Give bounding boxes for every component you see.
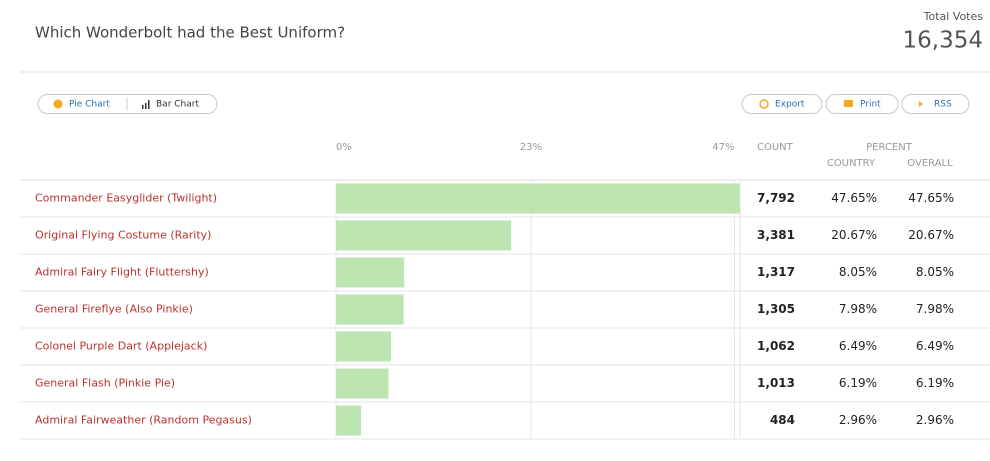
export-button-frame[interactable] <box>741 94 823 114</box>
print-button-frame[interactable] <box>825 94 899 114</box>
overall-header: OVERALL <box>907 158 953 169</box>
bar <box>336 331 392 362</box>
option-label: General Flash (Pinkie Pie) <box>35 377 175 390</box>
overall-percent: 2.96% <box>916 413 954 427</box>
rss-icon <box>919 101 923 107</box>
country-percent: 6.19% <box>839 376 877 390</box>
export-icon <box>759 99 769 109</box>
vote-count: 1,062 <box>757 339 795 353</box>
option-label: Commander Easyglider (Twilight) <box>35 192 217 205</box>
print-icon <box>844 100 853 107</box>
bar <box>336 220 512 251</box>
export-button[interactable]: Export <box>775 100 805 110</box>
country-percent: 7.98% <box>839 302 877 316</box>
rss-button[interactable]: RSS <box>934 100 952 110</box>
country-percent: 6.49% <box>839 339 877 353</box>
x-tick-label: 23% <box>520 142 542 153</box>
vote-count: 1,317 <box>757 265 795 279</box>
option-label: General Fireflye (Also Pinkie) <box>35 303 193 316</box>
option-label: Admiral Fairweather (Random Pegasus) <box>35 414 252 427</box>
percent-header: PERCENT <box>866 142 913 153</box>
option-label: Colonel Purple Dart (Applejack) <box>35 340 207 353</box>
bar-chart-button[interactable]: Bar Chart <box>156 100 199 110</box>
x-tick-label: 47% <box>712 142 734 153</box>
rss-button-frame[interactable] <box>901 94 970 114</box>
vote-count: 7,792 <box>757 191 795 205</box>
country-header: COUNTRY <box>827 158 876 169</box>
country-percent: 2.96% <box>839 413 877 427</box>
bar <box>336 183 740 214</box>
vote-count: 1,013 <box>757 376 795 390</box>
count-header: COUNT <box>757 142 794 153</box>
country-percent: 8.05% <box>839 265 877 279</box>
overall-percent: 47.65% <box>908 191 954 205</box>
country-percent: 20.67% <box>831 228 877 242</box>
overall-percent: 8.05% <box>916 265 954 279</box>
pie-chart-button[interactable]: Pie Chart <box>69 100 110 110</box>
total-votes-label: Total Votes <box>923 10 984 23</box>
bar <box>336 294 404 325</box>
vote-count: 3,381 <box>757 228 795 242</box>
bar <box>336 368 389 399</box>
country-percent: 47.65% <box>831 191 877 205</box>
option-label: Admiral Fairy Flight (Fluttershy) <box>35 266 209 279</box>
print-button[interactable]: Print <box>860 100 881 110</box>
bar <box>336 257 405 288</box>
bar <box>336 405 362 436</box>
pie-icon <box>53 99 63 109</box>
overall-percent: 7.98% <box>916 302 954 316</box>
total-votes: 16,354 <box>903 28 983 54</box>
bar-icon <box>142 100 150 109</box>
poll-title: Which Wonderbolt had the Best Uniform? <box>35 24 345 42</box>
vote-count: 1,305 <box>757 302 795 316</box>
vote-count: 484 <box>770 413 795 427</box>
option-label: Original Flying Costume (Rarity) <box>35 229 211 242</box>
overall-percent: 6.49% <box>916 339 954 353</box>
x-tick-label: 0% <box>336 142 352 153</box>
overall-percent: 6.19% <box>916 376 954 390</box>
overall-percent: 20.67% <box>908 228 954 242</box>
